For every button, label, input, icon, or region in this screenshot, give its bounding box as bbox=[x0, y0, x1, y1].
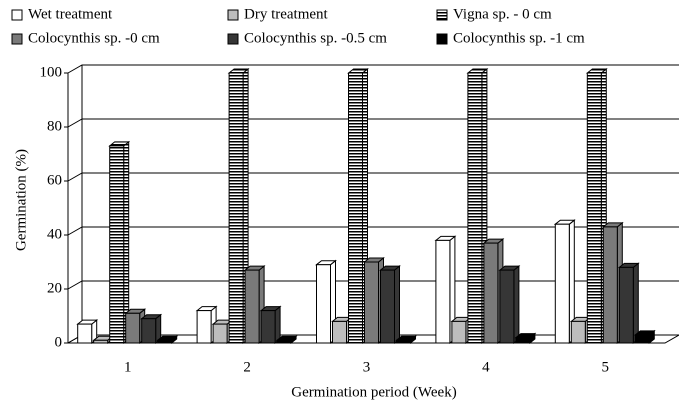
bar-front bbox=[260, 310, 276, 344]
bar-front bbox=[196, 310, 212, 344]
legend-label: Colocynthis sp. -0.5 cm bbox=[244, 30, 387, 46]
legend-swatch bbox=[436, 9, 448, 21]
bar-front bbox=[483, 242, 499, 344]
bar-front bbox=[244, 269, 260, 344]
y-tick-label: 40 bbox=[47, 226, 62, 242]
bar-front bbox=[141, 318, 157, 344]
x-tick-label: 4 bbox=[482, 359, 490, 375]
bar-front bbox=[93, 339, 109, 344]
y-tick-label: 0 bbox=[55, 334, 63, 350]
bar-front bbox=[332, 320, 347, 344]
bar-front bbox=[77, 323, 93, 344]
bar bbox=[379, 265, 401, 345]
bar bbox=[601, 221, 624, 345]
bar bbox=[108, 140, 131, 345]
bar-front bbox=[157, 339, 173, 344]
legend-swatch bbox=[227, 33, 239, 45]
bar bbox=[434, 235, 457, 345]
y-tick-label: 100 bbox=[40, 64, 63, 80]
bar bbox=[275, 335, 298, 345]
bar-front bbox=[451, 320, 467, 344]
bar-front bbox=[515, 337, 531, 344]
x-tick-label: 5 bbox=[602, 359, 610, 375]
bar-front bbox=[364, 261, 379, 344]
bar-front bbox=[316, 264, 331, 344]
legend-label: Colocynthis sp. -1 cm bbox=[453, 30, 585, 46]
bar bbox=[140, 313, 163, 345]
bar-front bbox=[348, 72, 363, 344]
x-tick-label: 2 bbox=[243, 359, 251, 375]
legend-swatch bbox=[227, 9, 239, 21]
y-tick-label: 20 bbox=[47, 280, 62, 296]
legend-swatch bbox=[436, 33, 448, 45]
bar-front bbox=[554, 223, 570, 344]
bar-front bbox=[602, 226, 618, 344]
bar-front bbox=[396, 339, 411, 344]
bar-front bbox=[499, 269, 515, 344]
bar bbox=[498, 265, 521, 345]
bar bbox=[259, 305, 282, 345]
x-tick-label: 1 bbox=[124, 359, 132, 375]
legend-label: Wet treatment bbox=[28, 6, 113, 22]
bar-front bbox=[228, 72, 244, 344]
bar bbox=[514, 332, 537, 345]
bar-front bbox=[125, 312, 141, 344]
legend-swatch bbox=[11, 33, 23, 45]
legend-label: Colocynthis sp. -0 cm bbox=[28, 30, 160, 46]
bar bbox=[633, 329, 656, 345]
bar-front bbox=[586, 72, 602, 344]
bar bbox=[156, 335, 179, 345]
bar-front bbox=[380, 269, 395, 344]
bar-side bbox=[513, 265, 520, 345]
bar-side bbox=[394, 265, 400, 345]
bar-front bbox=[570, 320, 586, 344]
legend-label: Vigna sp. - 0 cm bbox=[453, 6, 552, 22]
bar-front bbox=[467, 72, 483, 344]
x-axis-label: Germination period (Week) bbox=[291, 384, 456, 400]
bar-front bbox=[109, 145, 125, 344]
bar bbox=[617, 262, 640, 345]
bar-front bbox=[212, 323, 228, 344]
y-tick-label: 60 bbox=[47, 172, 62, 188]
bar-side bbox=[274, 305, 281, 345]
y-axis-label: Germination (%) bbox=[13, 149, 29, 251]
bar-front bbox=[634, 334, 650, 344]
grid-line bbox=[67, 64, 679, 74]
bar bbox=[76, 319, 99, 345]
legend-label: Dry treatment bbox=[244, 6, 329, 22]
bar-front bbox=[276, 339, 292, 344]
bar-front bbox=[435, 239, 451, 344]
bar bbox=[395, 335, 417, 345]
x-tick-label: 3 bbox=[363, 359, 371, 375]
legend-swatch bbox=[11, 9, 23, 21]
bar-front bbox=[618, 266, 634, 344]
bar-side bbox=[632, 262, 639, 345]
y-tick-label: 80 bbox=[47, 118, 62, 134]
